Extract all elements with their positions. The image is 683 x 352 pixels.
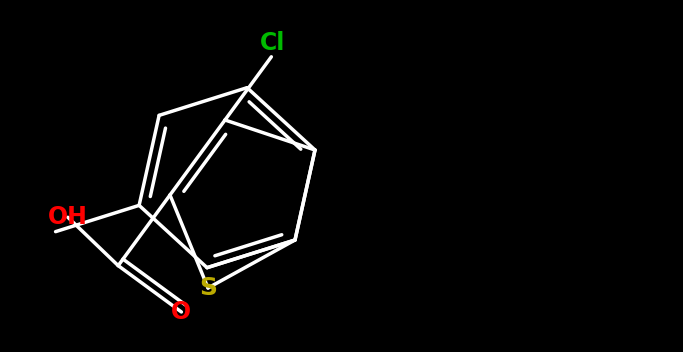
Text: Cl: Cl (260, 31, 285, 55)
Text: OH: OH (48, 205, 88, 229)
Text: O: O (171, 300, 191, 324)
Text: S: S (199, 276, 217, 300)
